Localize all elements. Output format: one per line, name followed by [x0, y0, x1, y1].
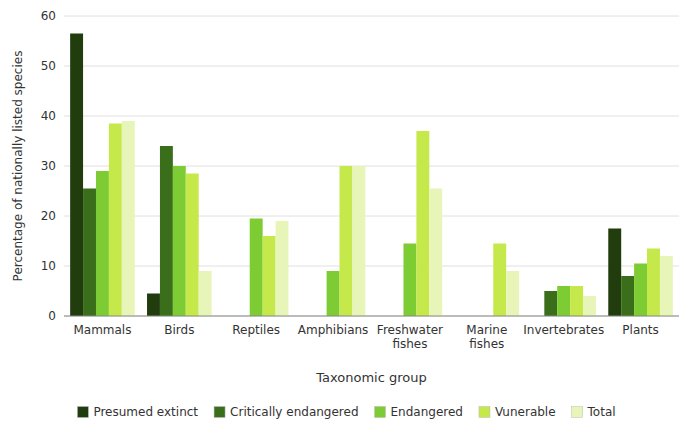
bar — [199, 271, 212, 316]
x-tick-label-line: Birds — [164, 323, 194, 337]
legend-swatch — [214, 407, 225, 418]
y-axis: 0 10 20 30 40 50 60 — [41, 9, 56, 323]
grid-line — [64, 216, 679, 217]
grid — [64, 16, 679, 316]
bar — [340, 166, 353, 316]
bar — [403, 244, 416, 317]
bar — [186, 174, 199, 317]
legend-item: Total — [572, 405, 616, 419]
x-tick-label: Freshwaterfishes — [377, 323, 443, 351]
x-tick-label-line: Plants — [622, 323, 659, 337]
grid-line — [64, 316, 679, 317]
bar — [173, 166, 186, 316]
legend-swatch — [479, 407, 490, 418]
grid-line — [64, 66, 679, 67]
bar — [660, 256, 673, 316]
bar — [416, 131, 429, 316]
bar — [544, 291, 557, 316]
bar — [250, 219, 263, 317]
x-tick-label: Mammals — [73, 323, 131, 337]
y-axis-label: Percentage of nationally listed species — [11, 51, 25, 282]
bar-series — [70, 34, 621, 317]
grid-line — [64, 266, 679, 267]
bar-series — [83, 146, 634, 316]
bar — [621, 276, 634, 316]
bar-series — [122, 121, 673, 316]
bar — [583, 296, 596, 316]
legend-item: Presumed extinct — [77, 405, 198, 419]
bar — [608, 229, 621, 317]
page: {"chart_data": {"type": "bar", "xlabel":… — [0, 0, 693, 444]
bar — [122, 121, 135, 316]
bar — [634, 264, 647, 317]
grid-line — [64, 166, 679, 167]
bar — [570, 286, 583, 316]
x-tick-label-line: fishes — [469, 337, 504, 351]
x-tick-label: Plants — [622, 323, 659, 337]
x-tick-label-line: Marine — [466, 323, 507, 337]
y-tick-label: 40 — [41, 109, 56, 123]
y-tick-label: 30 — [41, 159, 56, 173]
bar — [647, 249, 660, 317]
x-axis: Mammals Birds Reptiles Amphibians Freshwater… — [73, 323, 658, 351]
x-tick-label-line: Invertebrates — [523, 323, 604, 337]
legend-swatch — [77, 407, 88, 418]
legend-swatch — [572, 407, 583, 418]
legend-item: Endangered — [375, 405, 463, 419]
legend-item: Vunerable — [479, 405, 556, 419]
bar — [83, 189, 96, 317]
bar — [276, 221, 289, 316]
bar — [96, 171, 109, 316]
y-tick-label: 20 — [41, 209, 56, 223]
x-tick-label: Amphibians — [298, 323, 369, 337]
x-tick-label-line: Reptiles — [232, 323, 280, 337]
bars — [70, 34, 673, 317]
x-tick-label-line: Amphibians — [298, 323, 369, 337]
legend-label: Presumed extinct — [93, 405, 198, 419]
x-tick-label: Invertebrates — [523, 323, 604, 337]
y-tick-label: 0 — [48, 309, 56, 323]
bar — [327, 271, 340, 316]
grid-line — [64, 16, 679, 17]
bar — [557, 286, 570, 316]
x-axis-label: Taxonomic group — [315, 370, 427, 385]
legend: Presumed extinct Critically endangered End… — [77, 405, 615, 419]
y-tick-label: 50 — [41, 59, 56, 73]
y-tick-label: 10 — [41, 259, 56, 273]
x-tick-label: Birds — [164, 323, 194, 337]
y-tick-label: 60 — [41, 9, 56, 23]
bar-series — [96, 166, 647, 316]
bar — [160, 146, 173, 316]
legend-label: Endangered — [391, 405, 463, 419]
legend-item: Critically endangered — [214, 405, 358, 419]
legend-label: Total — [587, 405, 616, 419]
bar-series — [109, 124, 660, 317]
x-tick-label-line: Mammals — [73, 323, 131, 337]
legend-label: Vunerable — [495, 405, 556, 419]
grid-line — [64, 116, 679, 117]
bar — [352, 166, 365, 316]
x-tick-label-line: fishes — [392, 337, 427, 351]
bar — [429, 189, 442, 317]
x-tick-label: Reptiles — [232, 323, 280, 337]
bar — [109, 124, 122, 317]
legend-label: Critically endangered — [230, 405, 358, 419]
legend-swatch — [375, 407, 386, 418]
bar — [506, 271, 519, 316]
x-tick-label: Marinefishes — [466, 323, 507, 351]
bar — [70, 34, 83, 317]
chart: 0 10 20 30 40 50 60 Percentage of nationally li… — [0, 0, 693, 444]
bar — [263, 236, 276, 316]
x-axis-line — [64, 316, 679, 317]
x-tick-label-line: Freshwater — [377, 323, 443, 337]
bar — [493, 244, 506, 317]
bar — [147, 294, 160, 317]
